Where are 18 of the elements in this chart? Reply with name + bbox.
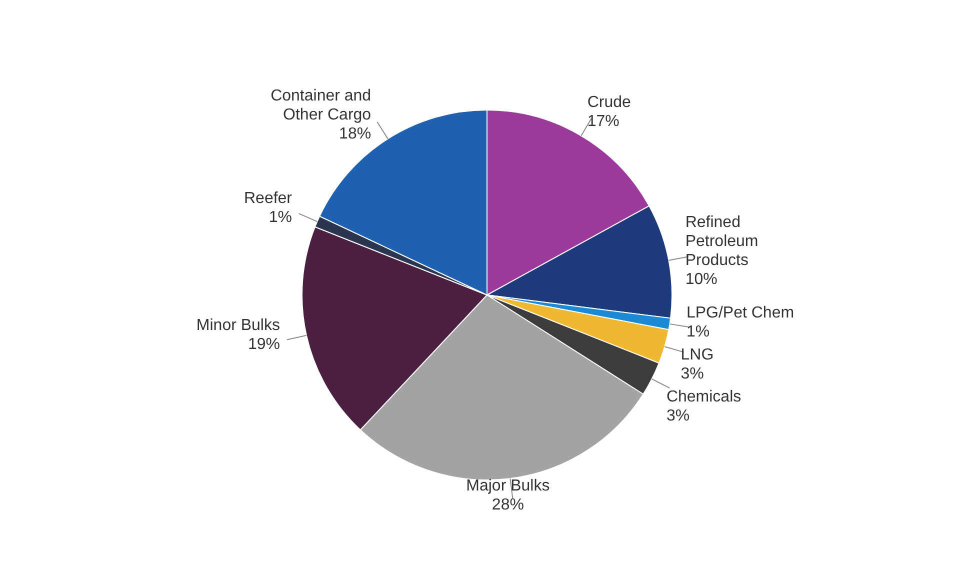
slice-label: Refined Petroleum Products: [685, 214, 758, 270]
data-label: 3%: [666, 407, 690, 424]
data-label: 10%: [685, 271, 718, 288]
slice-label: Container and Other Cargo: [270, 88, 372, 124]
slice-label: LPG/Pet Chem: [686, 304, 794, 322]
slice-label: Minor Bulks: [196, 317, 280, 334]
data-label: 3%: [680, 365, 704, 382]
slice-label: LNG: [680, 346, 714, 364]
data-label: 19%: [248, 336, 280, 354]
data-label: 28%: [492, 496, 524, 514]
data-label: 1%: [686, 323, 710, 340]
slice-label: Reefer: [244, 190, 293, 207]
slice-label: Major Bulks: [466, 477, 550, 494]
data-label: 17%: [587, 112, 620, 130]
slice-label: Chemicals: [666, 388, 742, 406]
data-label: 1%: [268, 208, 292, 226]
data-label: 18%: [339, 126, 372, 143]
slice-label: Crude: [587, 94, 632, 111]
